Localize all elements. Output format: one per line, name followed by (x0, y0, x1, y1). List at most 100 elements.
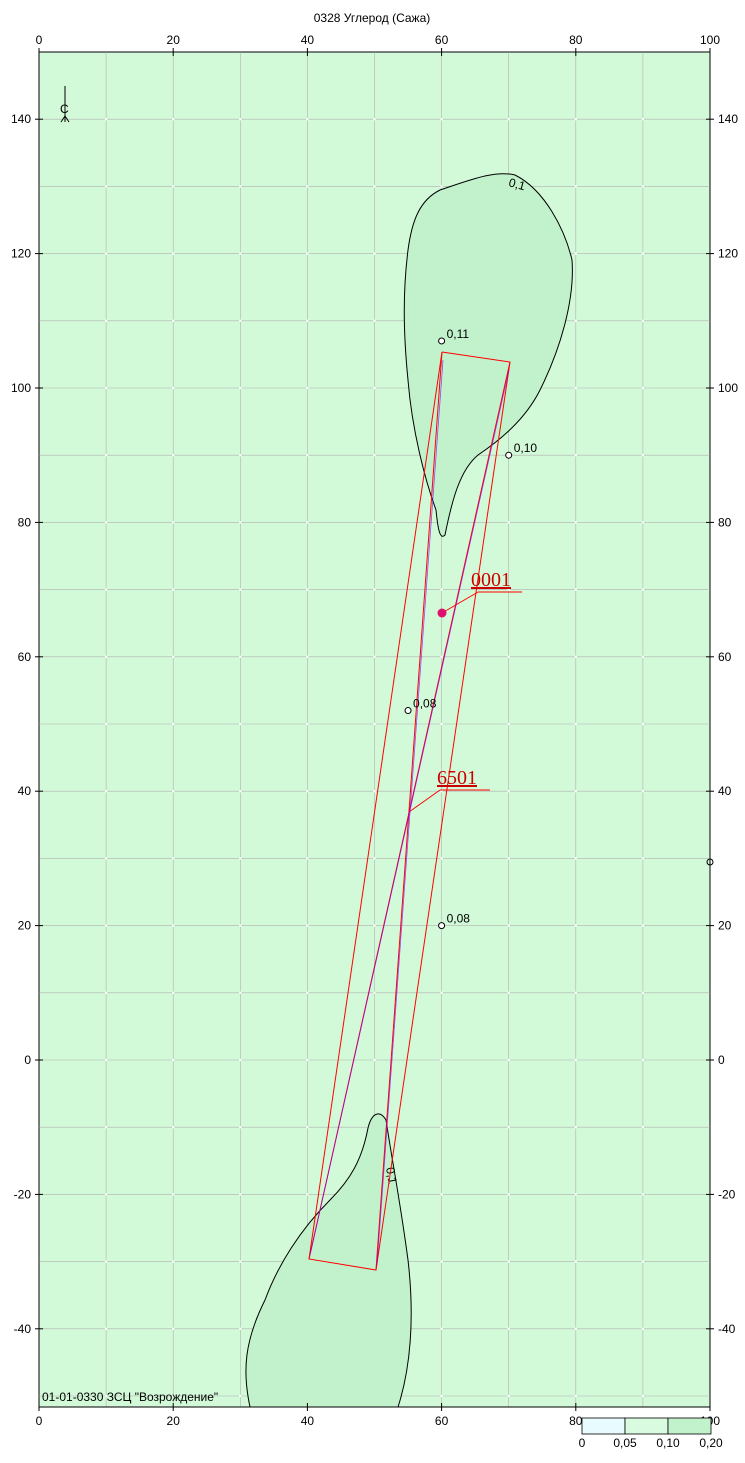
grid-node (172, 185, 175, 188)
grid-node (104, 118, 108, 121)
y-tick-label-left: 120 (11, 247, 31, 261)
x-tick-label-top: 60 (435, 33, 449, 47)
grid-node (507, 118, 510, 121)
grid-node (507, 1260, 510, 1263)
grid-node (641, 319, 645, 322)
grid (37, 50, 712, 1408)
grid-node (104, 319, 108, 322)
grid-node (507, 1193, 510, 1196)
grid-node (641, 252, 645, 255)
grid-node (306, 386, 309, 390)
grid-node (574, 1058, 577, 1062)
grid-node (239, 386, 242, 390)
grid-node (104, 1193, 108, 1196)
isoline-label-top: 0,1 (507, 175, 527, 193)
grid-node (641, 790, 645, 793)
grid-node (306, 521, 309, 524)
grid-node (104, 521, 108, 524)
grid-node (507, 991, 510, 994)
grid-node (373, 857, 376, 860)
grid-node (239, 118, 242, 121)
grid-node (641, 1394, 645, 1398)
grid-node (104, 924, 108, 927)
grid-node (373, 722, 376, 726)
legend-swatch (581, 1417, 626, 1435)
grid-node (641, 655, 645, 658)
grid-node (574, 924, 577, 927)
grid-node (641, 386, 645, 390)
grid-node (574, 1327, 577, 1331)
grid-node (306, 924, 309, 927)
grid-node (641, 857, 645, 860)
grid-node (373, 118, 376, 121)
y-tick-label-right: 0 (718, 1053, 725, 1067)
grid-node (574, 790, 577, 793)
grid-node (104, 1327, 108, 1331)
grid-node (104, 1394, 108, 1398)
grid-node (373, 319, 376, 322)
grid-node (574, 1193, 577, 1196)
grid-node (306, 1193, 309, 1196)
grid-node (172, 386, 175, 390)
calc-point-marker[interactable] (505, 451, 513, 459)
grid-node (104, 991, 108, 994)
grid-node (574, 722, 577, 726)
grid-node (104, 386, 108, 390)
legend-label: 0 (579, 1436, 586, 1450)
grid-node (373, 991, 376, 994)
calc-point-marker[interactable] (404, 707, 412, 715)
x-tick-label-top: 20 (167, 33, 181, 47)
grid-node (239, 1193, 242, 1196)
x-tick-label-top: 100 (700, 33, 720, 47)
grid-node (306, 722, 309, 726)
source-marker[interactable] (437, 608, 447, 618)
y-tick-label-right: 120 (718, 247, 738, 261)
grid-node (172, 790, 175, 793)
grid-node (507, 1126, 510, 1129)
y-tick-label-left: 80 (18, 515, 32, 529)
grid-node (373, 454, 376, 457)
grid-node (507, 1394, 510, 1398)
y-tick-label-left: -40 (14, 1322, 32, 1336)
y-tick-label-right: 40 (718, 784, 732, 798)
grid-node (641, 588, 645, 591)
grid-node (641, 185, 645, 188)
y-tick-label-right: 80 (718, 515, 732, 529)
grid-node (239, 924, 242, 927)
grid-node (172, 118, 175, 121)
calc-point-marker[interactable] (438, 337, 446, 345)
grid-node (239, 1394, 242, 1398)
grid-node (507, 521, 510, 524)
x-tick-label-top: 0 (36, 33, 43, 47)
grid-node (440, 588, 443, 591)
grid-node (507, 655, 510, 658)
edge-point (706, 858, 714, 866)
grid-node (373, 655, 376, 658)
x-tick-label-bottom: 20 (167, 1414, 181, 1428)
grid-node (239, 1126, 242, 1129)
y-tick-label-left: -20 (14, 1187, 32, 1201)
grid-node (172, 655, 175, 658)
grid-node (104, 655, 108, 658)
calc-points: 0,11 0,10 0,08 0,08 (404, 327, 537, 930)
legend-label: 0,20 (699, 1436, 723, 1450)
grid-node (440, 1260, 443, 1263)
grid-node (172, 924, 175, 927)
grid-node (440, 790, 443, 793)
grid-node (104, 1260, 108, 1263)
grid-node (641, 1126, 645, 1129)
grid-node (507, 722, 510, 726)
grid-node (641, 454, 645, 457)
grid-node (104, 790, 108, 793)
map-footer: 01-01-0330 ЗСЦ "Возрождение" (42, 1390, 218, 1404)
calc-point-value: 0,11 (447, 327, 470, 341)
grid-node (172, 1126, 175, 1129)
calc-point-marker[interactable] (438, 922, 446, 930)
y-tick-label-right: 100 (718, 381, 738, 395)
grid-node (306, 1126, 309, 1129)
north-arrow-icon: С (60, 86, 70, 123)
grid-node (104, 454, 108, 457)
grid-node (172, 252, 175, 255)
grid-node (507, 790, 510, 793)
grid-node (574, 185, 577, 188)
